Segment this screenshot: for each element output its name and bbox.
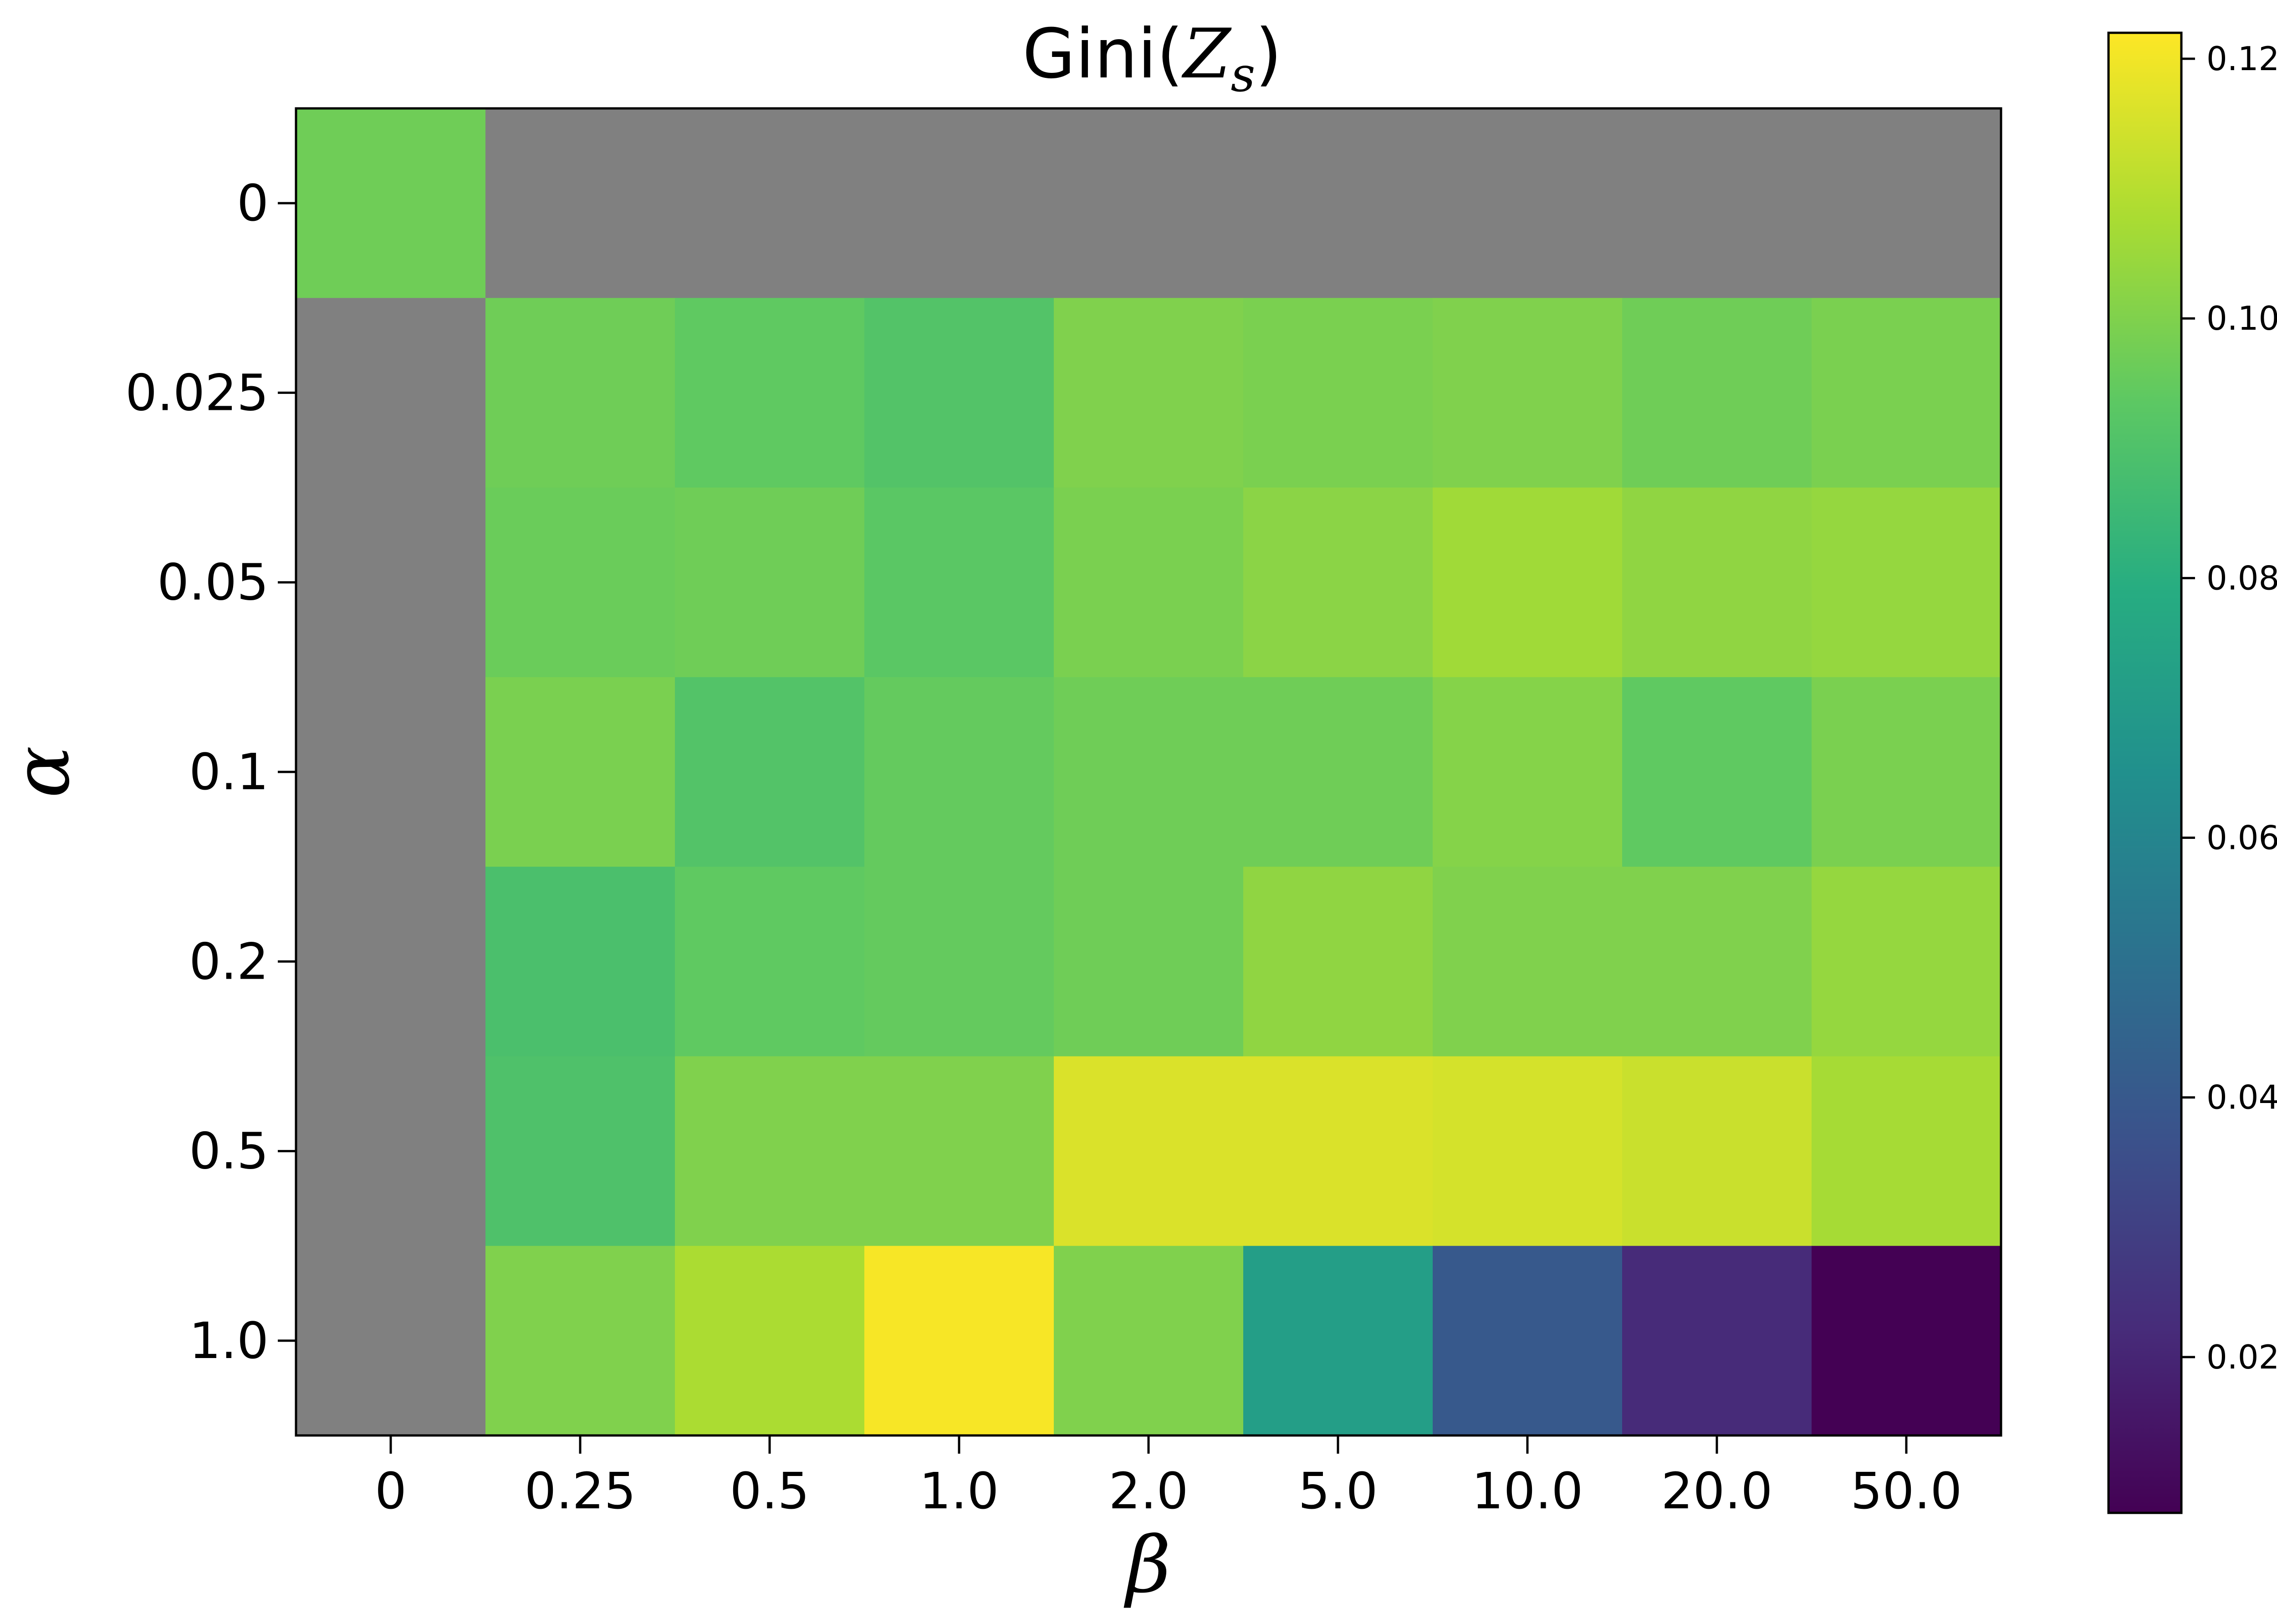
heatmap-cell (1622, 298, 1812, 488)
heatmap-cell (1243, 298, 1433, 488)
colorbar-tick-label: 0.12 (2206, 40, 2277, 78)
heatmap-cell (1622, 1246, 1812, 1436)
heatmap-cell (1622, 487, 1812, 678)
y-tick-label: 0.2 (189, 932, 269, 991)
heatmap-cell (1812, 677, 2001, 868)
y-tick-label: 0.025 (125, 363, 269, 422)
heatmap-cell (1054, 298, 1244, 488)
heatmap-cell-missing (1812, 108, 2001, 299)
y-tick-label: 0.5 (189, 1122, 269, 1180)
x-tick-label: 0.5 (730, 1462, 810, 1520)
heatmap-cell (1622, 1056, 1812, 1246)
y-axis-ticks: 0 0.025 0.05 0.1 0.2 0.5 1.0 (125, 174, 296, 1370)
heatmap-cell (485, 487, 675, 678)
heatmap-cell (1812, 487, 2001, 678)
colorbar-tick-label: 0.08 (2206, 559, 2277, 597)
colorbar-frame (2107, 31, 2183, 1514)
x-tick-label: 20.0 (1661, 1462, 1773, 1520)
heatmap-cell (1812, 1056, 2001, 1246)
x-tick-label: 5.0 (1298, 1462, 1378, 1520)
heatmap-cell (1622, 677, 1812, 868)
heatmap-cell (485, 298, 675, 488)
chart-title-close: ) (1255, 15, 1282, 94)
x-tick-label: 0 (375, 1462, 407, 1520)
heatmap-cell (1812, 298, 2001, 488)
x-tick-label: 1.0 (919, 1462, 999, 1520)
heatmap-cell (1243, 677, 1433, 868)
heatmap-cell (1433, 487, 1623, 678)
heatmap-cell-missing (296, 487, 486, 678)
y-tick-label: 0.05 (157, 553, 269, 612)
heatmap-cells (296, 108, 2001, 1436)
y-axis-label: α (0, 746, 87, 798)
heatmap-cell (864, 867, 1054, 1057)
y-tick-label: 1.0 (189, 1312, 269, 1370)
heatmap-cell (864, 677, 1054, 868)
heatmap-cell (1054, 1056, 1244, 1246)
heatmap-cell-missing (296, 677, 486, 868)
heatmap-cell (1433, 298, 1623, 488)
heatmap-cell (1054, 1246, 1244, 1436)
heatmap-cell-missing (485, 108, 675, 299)
colorbar-tick-label: 0.02 (2206, 1338, 2277, 1376)
heatmap-cell (675, 1056, 865, 1246)
heatmap-cell-missing (296, 1246, 486, 1436)
heatmap-cell-missing (1243, 108, 1433, 299)
x-axis-label: β (1123, 1520, 1171, 1610)
heatmap-cell (485, 1246, 675, 1436)
x-axis-ticks: 0 0.25 0.5 1.0 2.0 5.0 10.0 20.0 50.0 (375, 1435, 1962, 1520)
heatmap-cell (296, 108, 486, 299)
heatmap-cell-missing (675, 108, 865, 299)
heatmap-cell (485, 867, 675, 1057)
heatmap-cell (1433, 1056, 1623, 1246)
heatmap-cell-missing (296, 1056, 486, 1246)
heatmap-cell (675, 867, 865, 1057)
heatmap-cell-missing (1622, 108, 1812, 299)
y-tick-label: 0.1 (189, 743, 269, 801)
heatmap-cell (485, 1056, 675, 1246)
x-tick-label: 0.25 (525, 1462, 636, 1520)
colorbar-tick-label: 0.06 (2206, 819, 2277, 857)
heatmap-cell-missing (296, 298, 486, 488)
heatmap-cell (1812, 1246, 2001, 1436)
heatmap-cell (675, 1246, 865, 1436)
heatmap-cell (1243, 1056, 1433, 1246)
x-tick-label: 2.0 (1109, 1462, 1189, 1520)
x-tick-label: 10.0 (1472, 1462, 1583, 1520)
heatmap-cell (1243, 487, 1433, 678)
heatmap-cell (675, 677, 865, 868)
heatmap-cell (1433, 1246, 1623, 1436)
heatmap-cell (864, 1246, 1054, 1436)
heatmap-cell (1622, 867, 1812, 1057)
colorbar-tick-label: 0.10 (2206, 299, 2277, 337)
chart-title-sub: s (1231, 47, 1256, 102)
heatmap-cell (675, 298, 865, 488)
heatmap-cell (485, 677, 675, 868)
heatmap-cell (1054, 677, 1244, 868)
heatmap-cell-missing (864, 108, 1054, 299)
heatmap-cell (864, 298, 1054, 488)
heatmap-cell (864, 1056, 1054, 1246)
heatmap-cell (864, 487, 1054, 678)
heatmap-cell-missing (296, 867, 486, 1057)
heatmap-cell (1433, 677, 1623, 868)
y-tick-label: 0 (237, 174, 269, 232)
heatmap-cell (1054, 487, 1244, 678)
chart-title-prefix: Gini( (1022, 15, 1183, 94)
heatmap-cell (1812, 867, 2001, 1057)
x-tick-label: 50.0 (1851, 1462, 1962, 1520)
colorbar-ticks: 0.02 0.04 0.06 0.08 0.10 0.12 (2181, 40, 2277, 1376)
heatmap-cell (675, 487, 865, 678)
heatmap-cell (1433, 867, 1623, 1057)
heatmap-cell (1243, 867, 1433, 1057)
colorbar (2109, 33, 2181, 1513)
colorbar-tick-label: 0.04 (2206, 1078, 2277, 1117)
heatmap-cell (1243, 1246, 1433, 1436)
chart-title: Gini(Zs) (1022, 15, 1282, 102)
heatmap-cell-missing (1054, 108, 1244, 299)
heatmap-cell (1054, 867, 1244, 1057)
chart-title-math: Z (1181, 15, 1232, 94)
heatmap-cell-missing (1433, 108, 1623, 299)
